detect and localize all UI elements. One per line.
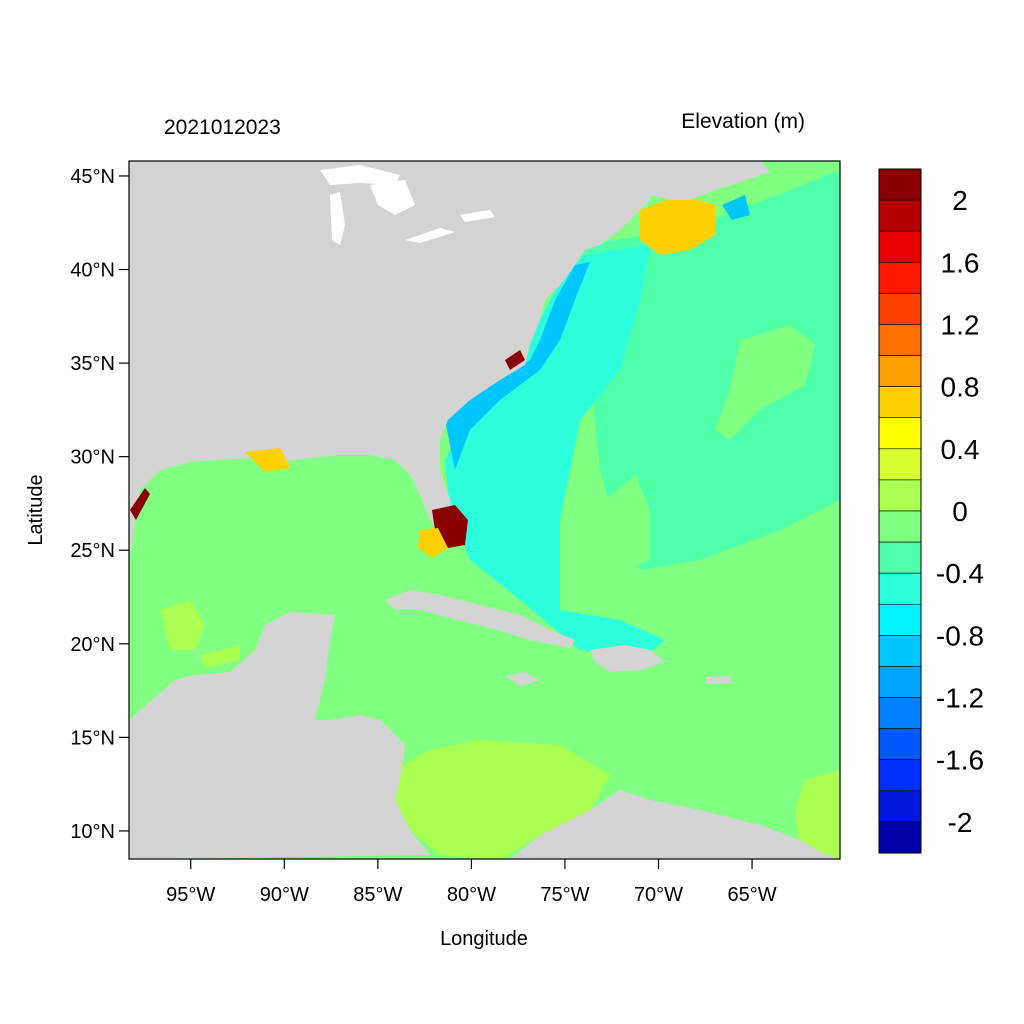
x-tick-label: 90°W (260, 884, 309, 906)
mid-atlantic-shelf-zone (445, 262, 590, 470)
map-area: 95°W 90°W 85°W 80°W 75°W 70°W 65°W 45°N 40°N 35°… (70, 160, 841, 906)
atlantic-low-zone (445, 245, 665, 660)
y-axis-label: Latitude (25, 474, 47, 545)
colorbar-label: -0.8 (936, 620, 984, 651)
gulf-of-maine-core (722, 195, 750, 220)
y-axis-ticks: 45°N 40°N 35°N 30°N 25°N 20°N 15°N 10°N (70, 166, 129, 843)
x-tick-label: 70°W (634, 884, 683, 906)
colorbar-segment (878, 293, 922, 325)
colorbar-segment (878, 728, 922, 761)
colorbar-segment (878, 199, 922, 232)
gulf-west-blob (160, 600, 205, 650)
louisiana-surge (245, 448, 290, 472)
colorbar-segment (878, 541, 922, 574)
north-america-land (129, 161, 650, 560)
colorbar-segment (878, 168, 922, 201)
colorbar-label: 2 (952, 185, 968, 216)
lake-michigan (330, 192, 345, 245)
colorbar-segment (878, 479, 922, 512)
y-tick-label: 25°N (70, 540, 115, 562)
y-tick-label: 30°N (70, 447, 115, 469)
y-tick-label: 40°N (70, 260, 115, 282)
x-tick-label: 65°W (727, 884, 776, 906)
maritime-land (650, 161, 770, 200)
colorbar-frame (878, 168, 922, 854)
y-tick-label: 15°N (70, 727, 115, 749)
colorbar-segment (878, 386, 922, 419)
x-tick-label: 85°W (353, 884, 402, 906)
colorbar-label: -1.6 (936, 745, 984, 776)
y-tick-label: 45°N (70, 166, 115, 188)
variable-title: Elevation (m) (681, 110, 805, 133)
x-tick-label: 75°W (540, 884, 589, 906)
colorbar-labels: 2 1.6 1.2 0.8 0.4 0 -0.4 -0.8 -1.2 -1.6 -2 (936, 185, 984, 838)
map-frame (128, 160, 841, 860)
south-america-land (510, 790, 840, 859)
texas-coast-surge (130, 488, 150, 520)
colorbar-label: -0.4 (936, 558, 984, 589)
gulf-of-maine-surge (640, 195, 715, 255)
colorbar-segment (878, 261, 922, 294)
colorbar-segment (878, 355, 922, 387)
timestamp-title: 2021012023 (164, 116, 281, 139)
atlantic-neutral-blob-2 (605, 475, 650, 570)
puerto-rico-land (705, 676, 732, 684)
colorbar (878, 168, 922, 854)
colorbar-label: -1.2 (936, 683, 984, 714)
colorbar-segment (878, 790, 922, 823)
colorbar-segment (878, 635, 922, 667)
y-tick-label: 10°N (70, 821, 115, 843)
mexico-central-america-land (129, 612, 430, 859)
y-tick-label: 20°N (70, 634, 115, 656)
colorbar-label: -2 (948, 807, 973, 838)
lake-huron (370, 180, 415, 215)
lake-erie (405, 228, 455, 243)
colorbar-segment (878, 759, 922, 792)
colorbar-segment (878, 230, 922, 263)
caribbean-south-zone (395, 740, 610, 859)
lake-ontario (460, 210, 495, 222)
colorbar-segment (878, 666, 922, 698)
florida-surge-edge (418, 528, 448, 558)
y-tick-label: 35°N (70, 353, 115, 375)
colorbar-segment (878, 697, 922, 729)
colorbar-label: 1.6 (941, 247, 980, 278)
colorbar-segment (878, 417, 922, 450)
colorbar-segment (878, 324, 922, 356)
colorbar-segment (878, 603, 922, 636)
colorbar-label: 0.4 (941, 434, 980, 465)
colorbar-label: 0.8 (941, 372, 980, 403)
colorbar-segment (878, 572, 922, 605)
caribbean-east-blob (795, 770, 840, 859)
lake-superior (320, 165, 400, 185)
x-axis-ticks: 95°W 90°W 85°W 80°W 75°W 70°W 65°W (166, 859, 777, 906)
x-tick-label: 80°W (447, 884, 496, 906)
gulf-sw-blob (200, 645, 240, 668)
atlantic-neutral-blob (715, 325, 815, 440)
hispaniola-land (590, 645, 665, 672)
x-axis-label: Longitude (440, 928, 528, 950)
carolina-coast-surge (505, 350, 525, 370)
colorbar-label: 1.2 (941, 309, 980, 340)
cuba-land (385, 590, 575, 648)
jamaica-land (505, 672, 540, 686)
colorbar-segment (878, 510, 922, 543)
colorbar-segment (878, 448, 922, 481)
x-tick-label: 95°W (166, 884, 215, 906)
colorbar-label: 0 (952, 496, 968, 527)
colorbar-segment (878, 821, 922, 854)
